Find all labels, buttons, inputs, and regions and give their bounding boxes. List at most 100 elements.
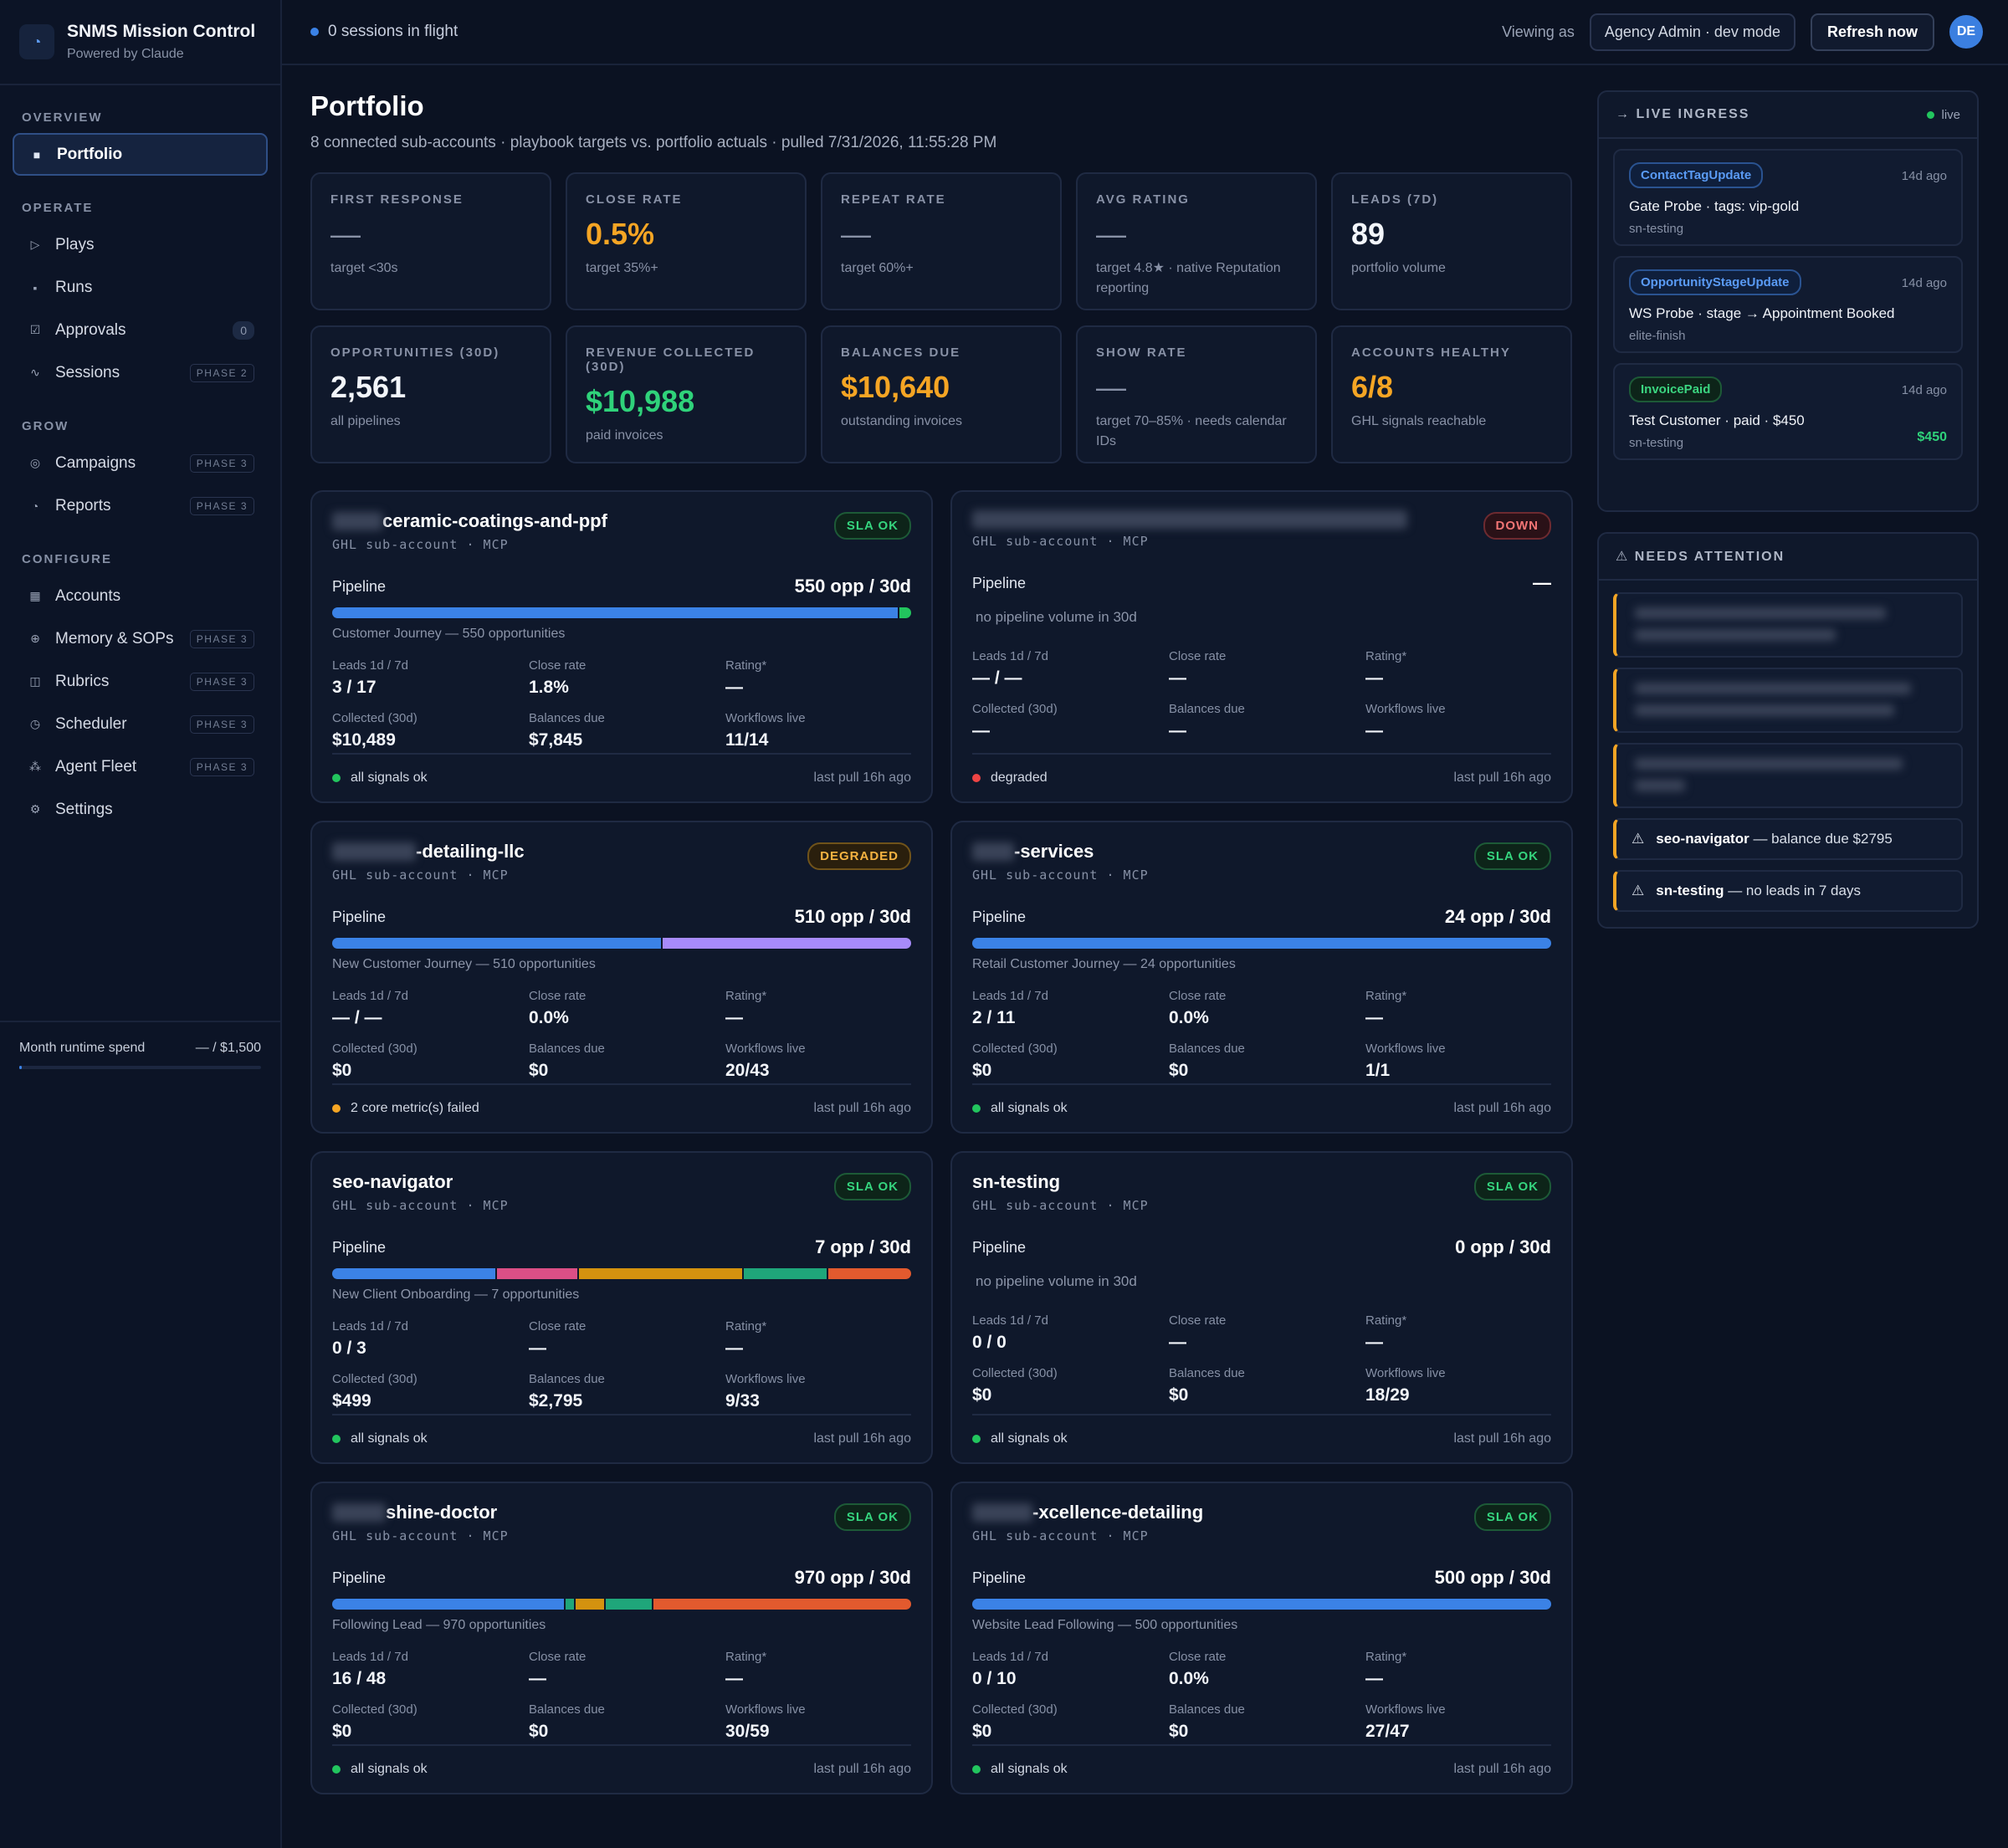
sidebar-item-campaigns[interactable]: ◎ Campaigns PHASE 3 (13, 442, 268, 484)
pipeline-label: Pipeline (332, 1569, 387, 1586)
metric-balances: Balances due $2,795 (529, 1372, 725, 1411)
page-subtitle: 8 connected sub-accounts · playbook targ… (310, 134, 997, 151)
metric-label: Balances due (529, 711, 605, 725)
attention-item[interactable] (1613, 592, 1963, 658)
metric-label: Rating* (1365, 1313, 1407, 1328)
ingress-event[interactable]: OpportunityStageUpdate 14d ago WS Probe · … (1613, 256, 1963, 353)
event-source: sn-testing (1629, 436, 1684, 450)
kpi-card: ACCOUNTS HEALTHY 6/8 GHL signals reachable (1331, 325, 1572, 463)
kpi-value: $10,640 (841, 370, 950, 404)
metric-label: Leads 1d / 7d (972, 989, 1048, 1003)
sidebar-item-label: Plays (55, 235, 95, 253)
flight-dot-icon (310, 28, 319, 36)
account-card[interactable]: -detailing-llc GHL sub-account · MCP DEGRA… (310, 821, 933, 1134)
refresh-button[interactable]: Refresh now (1810, 13, 1934, 51)
avatar[interactable]: DE (1949, 15, 1983, 49)
kpi-value: 0.5% (586, 217, 655, 251)
signal-dot-icon (972, 1435, 981, 1443)
status-badge: DOWN (1483, 512, 1551, 540)
last-pull: last pull 16h ago (813, 1431, 911, 1446)
pipeline-label: Pipeline (972, 1569, 1027, 1586)
attention-item[interactable] (1613, 668, 1963, 733)
metric-collected: Collected (30d) $0 (972, 1042, 1169, 1081)
metrics-grid: Leads 1d / 7d — / — Close rate 0.0% Rating* —… (332, 989, 911, 1081)
account-card[interactable]: -services GHL sub-account · MCP SLA OK Pipe… (950, 821, 1573, 1134)
sidebar-item-accounts[interactable]: ▦ Accounts (13, 575, 268, 617)
account-card[interactable]: sn-testing GHL sub-account · MCP SLA OK Pip… (950, 1151, 1573, 1464)
sidebar-item-memory-sops[interactable]: ⊕ Memory & SOPs PHASE 3 (13, 617, 268, 660)
account-name-text: sn-testing (972, 1171, 1061, 1192)
account-type: GHL sub-account · MCP (972, 868, 1149, 883)
metric-value: — (725, 1008, 743, 1027)
account-type: GHL sub-account · MCP (972, 1528, 1149, 1543)
attention-item[interactable]: ⚠ sn-testing — no leads in 7 days (1613, 870, 1963, 912)
account-card[interactable]: shine-doctor GHL sub-account · MCP SLA OK P… (310, 1482, 933, 1794)
metric-close: Close rate 0.0% (529, 989, 725, 1028)
attention-item[interactable] (1613, 743, 1963, 808)
kpi-label: REVENUE COLLECTED (30D) (586, 346, 756, 374)
kpi-value: 2,561 (330, 370, 407, 404)
ingress-event[interactable]: ContactTagUpdate 14d ago Gate Probe · tags… (1613, 149, 1963, 246)
sidebar-item-rubrics[interactable]: ◫ Rubrics PHASE 3 (13, 660, 268, 703)
pipeline-bar (332, 1599, 911, 1610)
pipeline-volume: 970 opp / 30d (794, 1567, 911, 1588)
attention-item[interactable]: ⚠ seo-navigator — balance due $2795 (1613, 818, 1963, 860)
metric-balances: Balances due $0 (1169, 1702, 1365, 1742)
status-badge: SLA OK (1473, 842, 1551, 870)
accounts-grid: ceramic-coatings-and-ppf GHL sub-account … (310, 490, 1574, 1794)
right-column: → LIVE INGRESS live ContactTagUpdate 14d … (1597, 90, 1979, 929)
metric-value: — (1365, 1008, 1383, 1027)
pipeline-segment (496, 1268, 577, 1279)
account-title-block: GHL sub-account · MCP (972, 510, 1407, 549)
status-badge: DEGRADED (807, 842, 911, 870)
signal-status: 2 core metric(s) failed (332, 1101, 479, 1116)
metric-workflows: Workflows live 9/33 (725, 1372, 922, 1411)
sidebar-item-settings[interactable]: ⚙ Settings (13, 788, 268, 831)
metric-balances: Balances due $0 (1169, 1366, 1365, 1405)
kpi-label: LEADS (7D) (1351, 192, 1439, 207)
ingress-event[interactable]: InvoicePaid 14d ago Test Customer · paid ·… (1613, 363, 1963, 460)
account-title-block: -services GHL sub-account · MCP (972, 841, 1149, 883)
metric-label: Balances due (529, 1042, 605, 1056)
sidebar-item-reports[interactable]: ◔ Reports PHASE 3 (13, 484, 268, 527)
account-type: GHL sub-account · MCP (972, 1198, 1149, 1213)
square-icon: ■ (33, 147, 41, 161)
account-footer: all signals ok last pull 16h ago (332, 1744, 911, 1793)
metric-close: Close rate — (529, 1319, 725, 1359)
last-pull: last pull 16h ago (1453, 1431, 1551, 1446)
metric-label: Workflows live (725, 1042, 806, 1056)
account-title-block: shine-doctor GHL sub-account · MCP (332, 1502, 509, 1543)
signal-status: all signals ok (972, 1431, 1068, 1446)
metric-rating: Rating* — (1365, 1650, 1562, 1689)
metric-label: Workflows live (1365, 1702, 1446, 1717)
metric-collected: Collected (30d) $0 (332, 1702, 529, 1742)
sidebar-item-portfolio[interactable]: ■ Portfolio (13, 133, 268, 176)
phase-badge: PHASE 3 (189, 672, 254, 691)
sidebar-item-runs[interactable]: ▪ Runs (13, 266, 268, 309)
sidebar-item-approvals[interactable]: ☑ Approvals 0 (13, 309, 268, 351)
sidebar-item-plays[interactable]: ▷ Plays (13, 223, 268, 266)
pipeline-segment (972, 1599, 1551, 1610)
last-pull: last pull 16h ago (1453, 770, 1551, 785)
kpi-value: — (1096, 370, 1126, 404)
metric-value: $0 (972, 1061, 992, 1080)
warning-icon: ⚠ (1632, 831, 1645, 847)
redacted-name (972, 1503, 1032, 1522)
account-card[interactable]: GHL sub-account · MCP DOWN Pipeline — no pip… (950, 490, 1573, 803)
redacted-name (972, 510, 1407, 529)
sidebar-item-agent-fleet[interactable]: ⁂ Agent Fleet PHASE 3 (13, 745, 268, 788)
account-card[interactable]: seo-navigator GHL sub-account · MCP SLA OK… (310, 1151, 933, 1464)
runtime-spend: Month runtime spend — / $1,500 (0, 1021, 280, 1069)
pipeline-segment (653, 1599, 911, 1610)
role-selector[interactable]: Agency Admin · dev mode (1589, 13, 1795, 51)
page-title: Portfolio (310, 90, 424, 121)
metric-close: Close rate — (529, 1650, 725, 1689)
metrics-grid: Leads 1d / 7d — / — Close rate — Rating* — Col… (972, 649, 1551, 741)
account-card[interactable]: ceramic-coatings-and-ppf GHL sub-account … (310, 490, 933, 803)
account-card[interactable]: -xcellence-detailing GHL sub-account · MC… (950, 1482, 1573, 1794)
metric-value: 0 / 3 (332, 1339, 366, 1358)
metric-label: Rating* (725, 1319, 767, 1334)
sidebar-item-scheduler[interactable]: ◷ Scheduler PHASE 3 (13, 703, 268, 745)
sidebar-item-sessions[interactable]: ∿ Sessions PHASE 2 (13, 351, 268, 394)
metric-value: 27/47 (1365, 1722, 1410, 1741)
